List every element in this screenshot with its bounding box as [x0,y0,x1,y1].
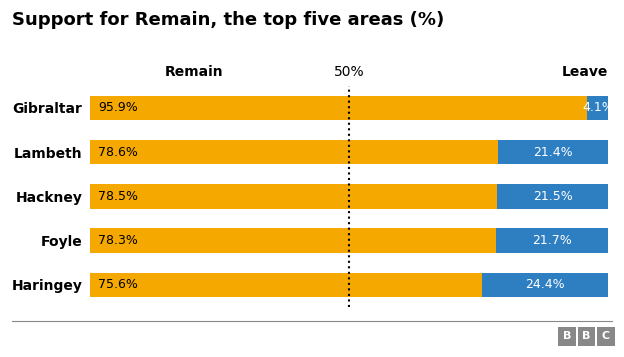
Text: Support for Remain, the top five areas (%): Support for Remain, the top five areas (… [12,11,445,29]
Bar [497,140,608,164]
Text: 24.4%: 24.4% [525,278,565,291]
Bar [90,140,497,164]
Bar [496,228,608,253]
Bar [90,96,587,120]
Text: 75.6%: 75.6% [98,278,138,291]
Text: 95.9%: 95.9% [98,101,138,114]
Text: Leave: Leave [562,65,608,79]
Text: 78.5%: 78.5% [98,190,139,203]
Text: 4.1%: 4.1% [582,101,613,114]
Text: 50%: 50% [334,65,365,79]
Bar [90,273,482,297]
Text: C: C [602,331,610,342]
Text: 78.6%: 78.6% [98,146,138,159]
Text: B: B [582,331,591,342]
Text: 21.5%: 21.5% [533,190,573,203]
Bar [497,184,608,208]
Text: B: B [563,331,572,342]
Bar [90,228,496,253]
Bar [482,273,608,297]
Bar [587,96,608,120]
Text: 21.7%: 21.7% [532,234,572,247]
Text: 78.3%: 78.3% [98,234,138,247]
Text: Remain: Remain [165,65,223,79]
Text: 21.4%: 21.4% [533,146,573,159]
Bar [90,184,497,208]
